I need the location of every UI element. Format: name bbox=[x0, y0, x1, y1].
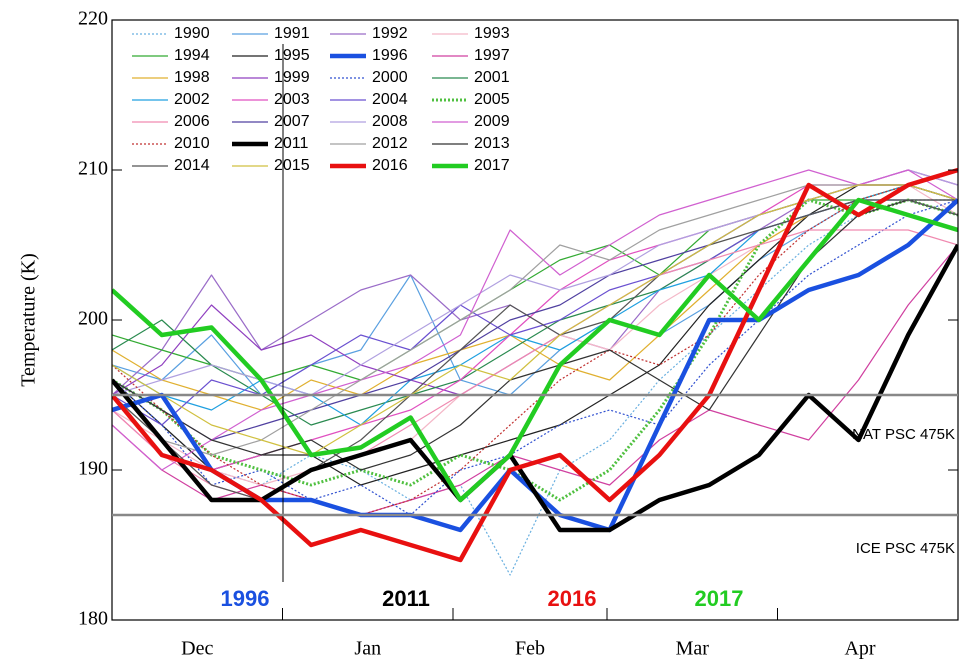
legend-label: 2014 bbox=[174, 157, 210, 174]
x-tick-label: Apr bbox=[844, 638, 875, 660]
legend-label: 2007 bbox=[274, 113, 310, 130]
x-tick-label: Jan bbox=[354, 638, 381, 660]
series-line bbox=[112, 184, 958, 456]
reference-label: NAT PSC 475K bbox=[852, 426, 955, 443]
series-line bbox=[112, 229, 958, 501]
legend-label: 2004 bbox=[372, 91, 408, 108]
y-tick-label: 190 bbox=[78, 458, 108, 480]
series-line bbox=[112, 169, 958, 471]
series-line bbox=[112, 199, 958, 576]
series-line bbox=[112, 198, 958, 502]
series-line bbox=[112, 198, 958, 533]
series-line bbox=[112, 184, 958, 456]
legend-label: 2011 bbox=[274, 135, 309, 152]
legend-label: 2010 bbox=[174, 135, 210, 152]
series-line bbox=[112, 184, 958, 411]
plot-lines bbox=[112, 167, 958, 576]
y-tick-label: 200 bbox=[78, 308, 108, 330]
year-annotation: 2017 bbox=[695, 586, 744, 611]
legend-label: 2001 bbox=[474, 69, 510, 86]
legend-label: 2006 bbox=[174, 113, 210, 130]
x-tick-label: Dec bbox=[181, 638, 213, 660]
legend-label: 1993 bbox=[474, 25, 510, 42]
legend-label: 2002 bbox=[174, 91, 210, 108]
legend-label: 1997 bbox=[474, 47, 510, 64]
series-line bbox=[112, 199, 958, 516]
series-line bbox=[112, 184, 958, 396]
reference-label: ICE PSC 475K bbox=[856, 540, 955, 557]
series-line bbox=[112, 184, 958, 441]
year-annotation: 1996 bbox=[221, 586, 270, 611]
legend-label: 2015 bbox=[274, 157, 310, 174]
legend-label: 2009 bbox=[474, 113, 510, 130]
y-tick-label: 220 bbox=[78, 8, 108, 30]
legend-label: 1990 bbox=[174, 25, 210, 42]
legend-label: 1995 bbox=[274, 47, 310, 64]
legend-label: 1996 bbox=[372, 47, 408, 64]
legend-label: 2005 bbox=[474, 91, 510, 108]
y-tick-label: 180 bbox=[78, 608, 108, 630]
legend-label: 2013 bbox=[474, 135, 510, 152]
x-tick-label: Feb bbox=[515, 638, 545, 660]
y-axis-label: Temperature (K) bbox=[18, 253, 40, 387]
legend-label: 2008 bbox=[372, 113, 408, 130]
year-annotation: 2011 bbox=[382, 586, 430, 611]
y-tick-label: 210 bbox=[78, 158, 108, 180]
legend-label: 1994 bbox=[174, 47, 210, 64]
legend-label: 1999 bbox=[274, 69, 310, 86]
legend-label: 1998 bbox=[174, 69, 210, 86]
series-line bbox=[112, 184, 958, 426]
legend-label: 2003 bbox=[274, 91, 310, 108]
series-line bbox=[112, 243, 958, 533]
legend-label: 1992 bbox=[372, 25, 408, 42]
series-line bbox=[112, 197, 958, 503]
year-annotation: 2016 bbox=[548, 586, 597, 611]
legend-label: 2017 bbox=[474, 157, 510, 174]
legend-label: 2012 bbox=[372, 135, 408, 152]
legend-label: 2016 bbox=[372, 157, 408, 174]
x-tick-label: Mar bbox=[676, 638, 710, 660]
legend-label: 1991 bbox=[274, 25, 310, 42]
series-line bbox=[112, 167, 958, 563]
legend-label: 2000 bbox=[372, 69, 408, 86]
